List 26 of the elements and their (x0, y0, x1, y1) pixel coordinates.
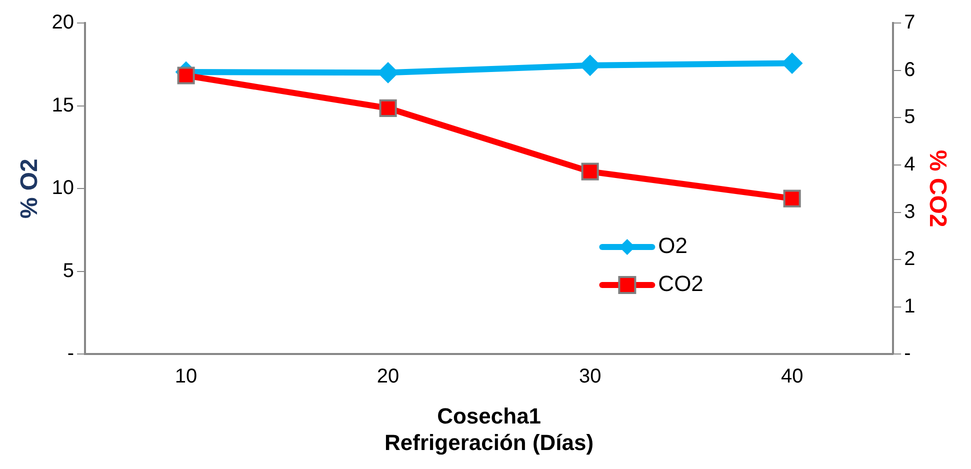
x-tick-label: 30 (578, 366, 602, 388)
y2-tick-label: 5 (904, 106, 916, 128)
point (177, 66, 195, 84)
x-axis-title: Cosecha1 Refrigeración (Días) (384, 403, 594, 455)
y-tick-label: 20 (52, 12, 74, 34)
point (783, 190, 801, 208)
y-tick-label: 15 (52, 94, 74, 116)
point (581, 162, 599, 180)
y-tick-label: 10 (52, 177, 74, 200)
y-tick-label: 5 (62, 260, 74, 282)
y-axis-title: % O2 (16, 158, 44, 219)
y2-tick-label: 3 (904, 200, 916, 223)
x-tick-label: 40 (780, 366, 804, 388)
y-tick-label: - (67, 342, 74, 365)
y2-tick-label: - (904, 342, 911, 365)
y2-tick-label: 6 (904, 58, 916, 81)
y2-tick-label: 7 (904, 12, 916, 34)
point (379, 99, 397, 117)
x-tick-label: 20 (376, 366, 400, 388)
y2-tick-label: 1 (904, 295, 916, 318)
legend-label: O2 (658, 233, 688, 258)
y2-tick-label: 4 (904, 153, 916, 176)
x-tick-label: 10 (174, 366, 198, 388)
legend-label: CO2 (658, 271, 704, 296)
y2-axis-title: % CO2 (924, 150, 951, 228)
y2-tick-label: 2 (904, 248, 916, 270)
